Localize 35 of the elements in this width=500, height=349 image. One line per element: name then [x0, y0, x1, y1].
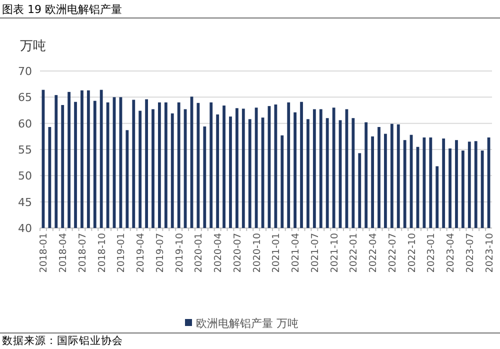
x-tick-label: 2021-10: [329, 233, 340, 273]
x-tick-label: 2021-04: [290, 233, 302, 273]
x-tick-label: 2020-10: [252, 233, 263, 273]
x-tick-label: 2019-07: [154, 233, 166, 273]
x-tick-label: 2022-07: [387, 233, 398, 273]
legend-label: 欧洲电解铝产量 万吨: [196, 317, 298, 330]
y-tick-label: 60: [18, 117, 32, 130]
x-tick-label: 2020-04: [213, 233, 224, 273]
x-tick-label: 2018-01: [38, 233, 50, 273]
x-tick-label: 2019-04: [136, 233, 147, 273]
x-tick-label: 2022-10: [406, 233, 418, 273]
x-tick-label: 2021-07: [310, 233, 321, 273]
x-tick-label: 2020-01: [194, 233, 205, 273]
x-tick-label: 2018-04: [58, 233, 70, 273]
x-tick-label: 2021-01: [271, 233, 282, 273]
x-tick-label: 2018-07: [77, 233, 88, 273]
x-tick-label: 2020-07: [232, 233, 244, 273]
y-axis-title: 万吨: [20, 39, 46, 54]
y-tick-label: 45: [18, 196, 32, 209]
y-tick-label: 65: [18, 91, 32, 104]
chart-title: 图表 19 欧洲电解铝产量: [2, 3, 122, 16]
x-tick-label: 2019-10: [174, 233, 186, 273]
y-tick-label: 70: [18, 65, 32, 78]
x-tick-label: 2022-04: [368, 233, 380, 273]
x-tick-label: 2023-01: [426, 233, 438, 273]
y-tick-label: 55: [18, 144, 32, 156]
source-note: 数据来源：国际铝业协会: [2, 334, 123, 347]
y-tick-label: 40: [18, 222, 32, 235]
x-tick-label: 2022-01: [348, 233, 360, 273]
y-tick-label: 50: [18, 170, 32, 183]
x-tick-label: 2023-07: [464, 233, 476, 273]
x-tick-label: 2023-10: [484, 233, 496, 273]
x-tick-label: 2018-10: [96, 233, 108, 273]
x-tick-label: 2019-01: [116, 233, 128, 273]
x-tick-label: 2023-04: [446, 233, 457, 273]
